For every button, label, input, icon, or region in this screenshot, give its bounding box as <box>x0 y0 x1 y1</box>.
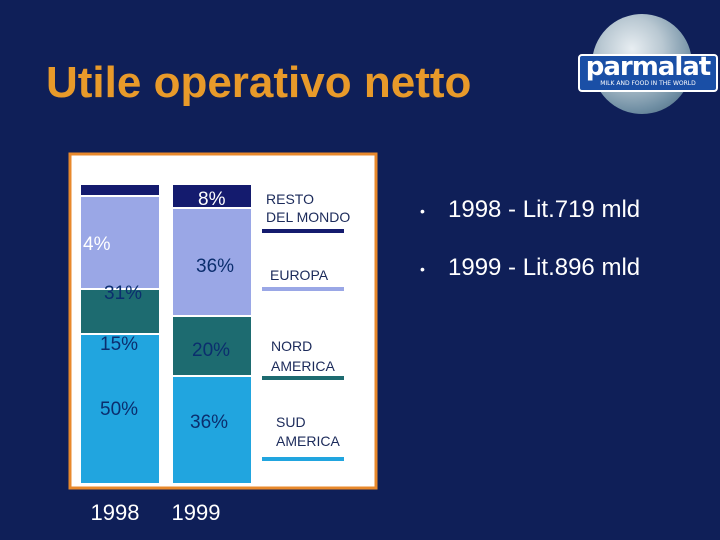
bullet-1999: • 1999 - Lit.896 mld <box>420 254 640 312</box>
logo-band <box>578 54 718 92</box>
logo-brand: parmalat <box>585 52 712 82</box>
category-label: 1998 <box>91 500 140 525</box>
legend-label: AMERICA <box>276 433 340 449</box>
bar-value-label: 20% <box>192 340 230 361</box>
legend-label: NORD <box>271 338 312 354</box>
legend-label: AMERICA <box>271 358 335 374</box>
bar-value-label: 31% <box>104 283 142 304</box>
bar-segment <box>171 183 253 209</box>
bar-segment <box>171 207 253 317</box>
slide-title: Utile operativo netto <box>46 58 472 107</box>
bar-value-label: 36% <box>190 412 228 433</box>
bar-segment <box>171 315 253 377</box>
bullet-list: • 1998 - Lit.719 mld • 1999 - Lit.896 mld <box>420 196 640 312</box>
bullet-dot-icon: • <box>420 260 425 277</box>
bar-value-label: 8% <box>198 189 226 210</box>
bullet-1998: • 1998 - Lit.719 mld <box>420 196 640 254</box>
legend-label: EUROPA <box>270 267 329 283</box>
legend-label: DEL MONDO <box>266 209 350 225</box>
category-label: 1999 <box>172 500 221 525</box>
parmalat-logo: parmalat MILK AND FOOD IN THE WORLD <box>578 10 718 118</box>
logo-tagline: MILK AND FOOD IN THE WORLD <box>600 80 696 87</box>
bar-value-label: 4% <box>83 234 111 255</box>
bar-segment <box>79 183 161 197</box>
bullet-text: 1998 - Lit.719 mld <box>448 196 641 223</box>
bar-value-label: 36% <box>196 256 234 277</box>
legend-label: SUD <box>276 414 306 430</box>
bar-value-label: 15% <box>100 334 138 355</box>
legend-label: RESTO <box>266 191 314 207</box>
bar-value-label: 50% <box>100 399 138 420</box>
bullet-dot-icon: • <box>420 202 425 219</box>
bullet-text: 1999 - Lit.896 mld <box>448 254 641 281</box>
